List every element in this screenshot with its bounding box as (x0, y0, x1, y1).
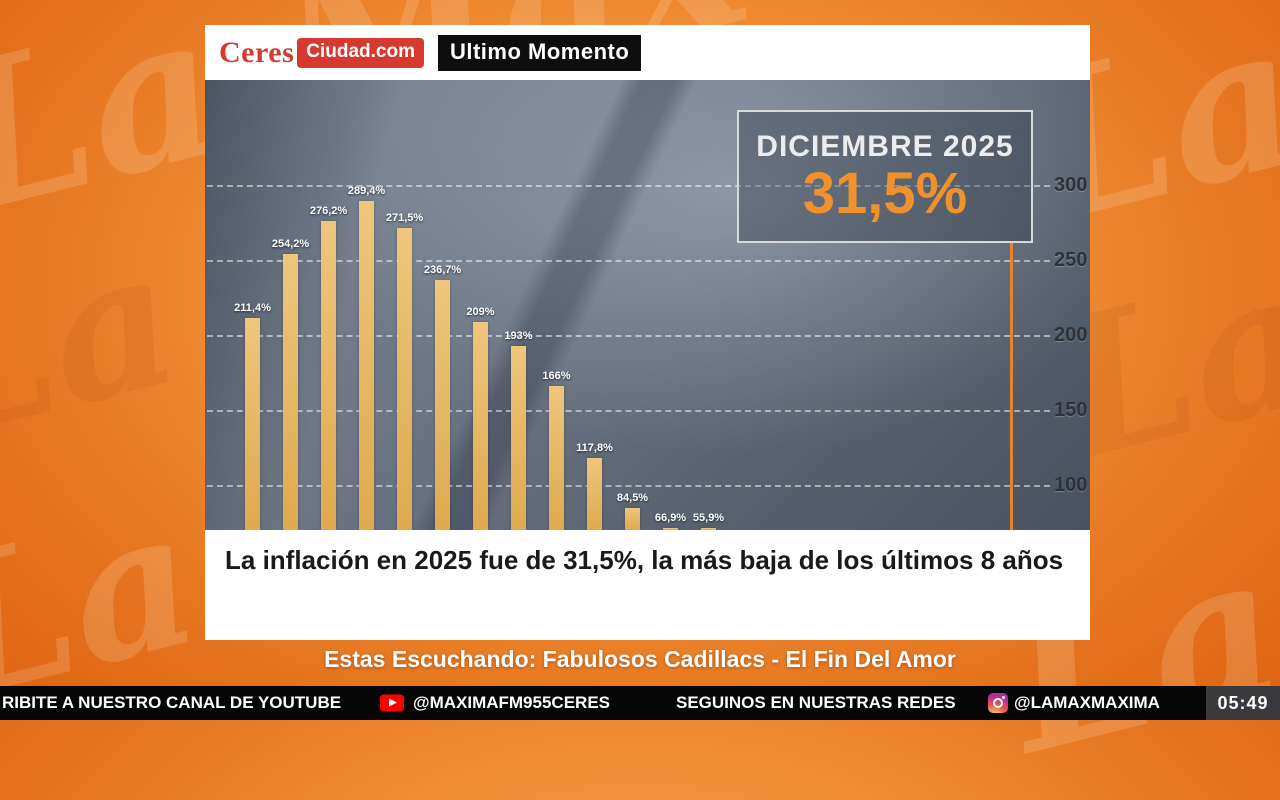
y-axis: 300 250 200 150 100 (1050, 80, 1090, 530)
bar-value-label: 55,9% (692, 512, 725, 524)
youtube-icon (380, 694, 404, 712)
inflation-bar (321, 220, 336, 530)
bar-value-label: 84,5% (616, 492, 649, 505)
bar-value-label: 66,9% (654, 512, 687, 524)
brand-ceres: Ceres (219, 35, 295, 69)
clock: 05:49 (1206, 686, 1280, 720)
highlight-box: DICIEMBRE 2025 31,5% (737, 110, 1033, 243)
bar-value-label: 276,2% (309, 204, 348, 217)
bar-value-label: 166% (542, 370, 571, 382)
brand-logo: Ceres Ciudad.com (219, 36, 424, 70)
social-cta-text: SEGUINOS EN NUESTRAS REDES (676, 693, 956, 712)
bar-value-label: 254,2% (271, 237, 310, 250)
caption-text: La inflación en 2025 fue de 31,5%, la má… (225, 545, 1064, 575)
inflation-bar (511, 345, 526, 530)
bar-value-label: 289,4% (347, 184, 386, 197)
y-tick-label: 200 (1054, 324, 1088, 346)
y-tick-label: 150 (1054, 399, 1088, 421)
inflation-bar (663, 528, 678, 530)
instagram-lens-icon (993, 698, 1003, 708)
gridline (207, 335, 1050, 337)
gridline (207, 485, 1050, 487)
gridline (207, 260, 1050, 262)
breaking-news-badge: Ultimo Momento (437, 34, 642, 71)
bottom-ticker: RIBITE A NUESTRO CANAL DE YOUTUBE @MAXIM… (0, 686, 1280, 720)
brand-ciudad-badge: Ciudad.com (297, 37, 424, 68)
y-tick-label: 100 (1054, 474, 1088, 496)
highlight-value: 31,5% (802, 160, 968, 226)
now-playing-text: Estas Escuchando: Fabulosos Cadillacs - … (324, 646, 956, 672)
inflation-bar (701, 528, 716, 530)
inflation-bar (435, 279, 450, 530)
y-tick-label: 250 (1054, 249, 1088, 271)
instagram-handle: @LAMAXMAXIMA (1014, 693, 1160, 712)
gridline (207, 185, 1050, 187)
bar-value-label: 193% (504, 329, 533, 342)
inflation-bar (359, 200, 374, 530)
youtube-cta-text: RIBITE A NUESTRO CANAL DE YOUTUBE (2, 693, 342, 712)
bar-value-label: 271,5% (385, 211, 424, 224)
highlight-vertical-line (1010, 243, 1013, 530)
bar-value-label: 211,4% (234, 301, 271, 314)
gridline (207, 410, 1050, 412)
inflation-bar (549, 386, 564, 530)
inflation-chart: 211,4% 254,2% 276,2% 289,4% 271,5% 236,7% 209%… (205, 80, 1090, 530)
plot-area: 211,4% 254,2% 276,2% 289,4% 271,5% 236,7% 209%… (205, 80, 1050, 530)
news-card: Ceres Ciudad.com Ultimo Momento 211,4% 25… (205, 25, 1090, 640)
inflation-bar (587, 458, 602, 530)
card-header: Ceres Ciudad.com Ultimo Momento (205, 25, 1090, 80)
inflation-bar (283, 253, 298, 530)
inflation-bar (625, 508, 640, 530)
bar-value-label: 209% (466, 305, 495, 318)
youtube-handle: @MAXIMAFM955CERES (413, 693, 610, 712)
highlight-month-label: DICIEMBRE 2025 (756, 129, 1014, 163)
caption-area: La inflación en 2025 fue de 31,5%, la má… (205, 530, 1090, 640)
instagram-icon (988, 693, 1008, 713)
inflation-bar (245, 317, 260, 530)
inflation-bar (397, 227, 412, 530)
bar-value-label: 236,7% (423, 263, 462, 276)
inflation-bar (473, 321, 488, 530)
bar-value-label: 117,8% (576, 442, 613, 455)
y-tick-label: 300 (1054, 174, 1088, 196)
